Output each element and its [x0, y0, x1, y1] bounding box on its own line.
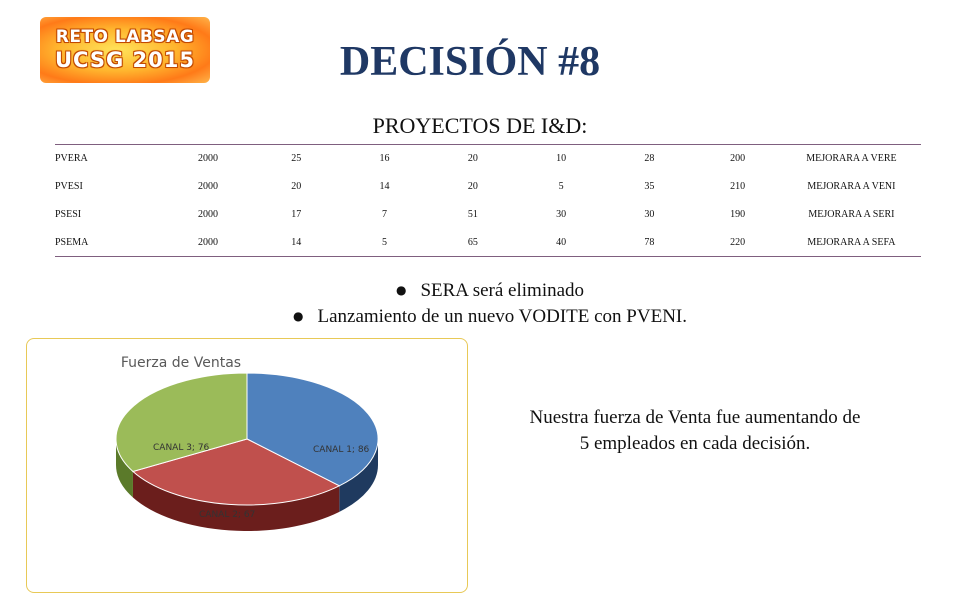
table-cell: 14: [291, 236, 302, 248]
table-row: PVESI 2000 20 14 20 5 35 210 MEJORARA A VENI: [55, 173, 921, 201]
rd-projects-table: PVERA 2000 25 16 20 10 28 200 MEJORARA A VERE PVE…: [55, 144, 921, 257]
logo: RETO LABSAG UCSG 2015: [40, 17, 210, 83]
pie-data-label-2: CANAL 2; 67: [199, 510, 255, 520]
table-cell: 220: [730, 236, 746, 248]
pie-side-3: [116, 439, 133, 498]
pie-data-label-3: CANAL 3; 76: [153, 443, 210, 453]
table-cell: 14: [379, 181, 390, 192]
table-row: PSESI 2000 17 7 51 30 30 190 MEJORARA A SERI: [55, 201, 921, 229]
pie-slice-2: [131, 438, 341, 506]
table-cell: 78: [644, 236, 655, 248]
table-cell: 190: [730, 209, 746, 220]
logo-line-2: UCSG 2015: [55, 48, 195, 72]
table-cell: 10: [556, 153, 567, 165]
table-cell: 51: [467, 209, 478, 220]
bullet-text: SERA será eliminado: [420, 280, 585, 301]
table-cell: 20: [291, 181, 302, 192]
table-row: PVERA 2000 25 16 20 10 28 200 MEJORARA A VERE: [55, 144, 921, 173]
table-cell: 5: [382, 236, 388, 248]
table-cell: MEJORARA A SERI: [808, 209, 895, 220]
table-cell: MEJORARA A VENI: [807, 181, 896, 192]
table-cell: 17: [291, 209, 302, 220]
sales-force-chart: Fuerza de Ventas CANAL 1; 86 CANAL 2; 67 C…: [26, 338, 468, 593]
project-code-cell: PVESI: [55, 181, 83, 192]
table-cell: 65: [467, 236, 478, 248]
table-cell: 28: [644, 153, 655, 165]
pie-slice-3: [115, 372, 248, 473]
table-row: PSEMA 2000 14 5 65 40 78 220 MEJORARA A SEFA: [55, 229, 921, 257]
table-cell: 200: [730, 153, 746, 165]
pie-chart-svg: Fuerza de Ventas CANAL 1; 86 CANAL 2; 67 C…: [115, 355, 379, 531]
table-cell: 25: [291, 153, 302, 165]
project-code-cell: PSESI: [55, 209, 82, 220]
table-cell: MEJORARA A VERE: [806, 153, 897, 165]
bullet-item: ● Lanzamiento de un nuevo VODITE con PVEN…: [0, 304, 960, 330]
table-cell: 35: [644, 181, 655, 192]
logo-line-1: RETO LABSAG: [55, 27, 195, 47]
section-subtitle: PROYECTOS DE I&D:: [372, 113, 588, 138]
page-title: DECISIÓN #8: [339, 39, 601, 85]
table-cell: 210: [730, 181, 746, 192]
project-code-cell: PSEMA: [55, 236, 89, 248]
pie-data-label-1: CANAL 1; 86: [313, 445, 370, 455]
table-cell: 30: [644, 209, 655, 220]
table-cell: 5: [558, 181, 564, 192]
table-cell: 2000: [197, 153, 218, 165]
bullet-dot-icon: ●: [292, 309, 304, 323]
table-cell: 20: [467, 181, 478, 192]
pie-slice-1: [246, 372, 379, 487]
table-cell: 2000: [197, 209, 218, 220]
project-code-cell: PVERA: [55, 153, 88, 165]
table-cell: MEJORARA A SEFA: [807, 236, 896, 248]
bullet-list: ● SERA será eliminado ● Lanzamiento de un …: [0, 278, 960, 330]
table-cell: 2000: [197, 181, 218, 192]
note-line-2: 5 empleados en cada decisión.: [579, 433, 811, 454]
pie-side-2: [132, 471, 340, 531]
table-cell: 16: [379, 153, 390, 165]
bullet-item: ● SERA será eliminado: [0, 278, 960, 304]
table-cell: 40: [556, 236, 567, 248]
chart-title: Fuerza de Ventas: [121, 355, 241, 371]
sales-force-note: Nuestra fuerza de Venta fue aumentando d…: [478, 405, 912, 457]
table-cell: 20: [467, 153, 478, 165]
table-cell: 30: [556, 209, 567, 220]
table-cell: 2000: [197, 236, 218, 248]
table-cell: 7: [382, 209, 388, 220]
note-line-1: Nuestra fuerza de Venta fue aumentando d…: [529, 407, 861, 428]
bullet-text: Lanzamiento de un nuevo VODITE con PVENI…: [317, 306, 687, 327]
pie-side-1: [339, 439, 378, 512]
bullet-dot-icon: ●: [395, 283, 407, 297]
